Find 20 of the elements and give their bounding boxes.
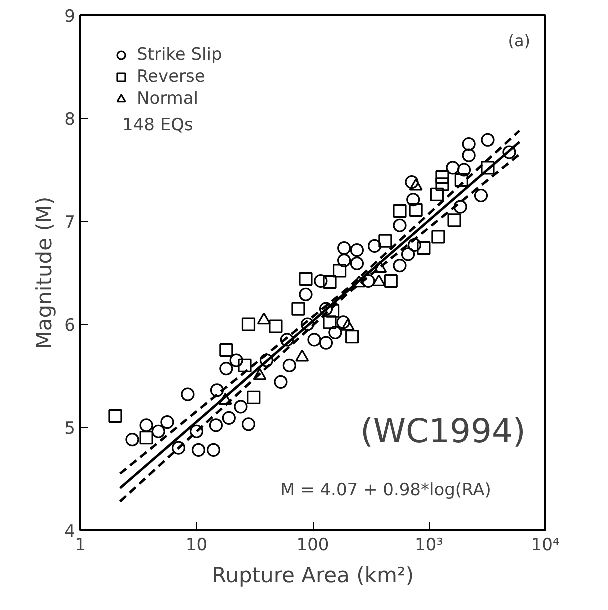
y-tick-label: 8: [64, 110, 76, 130]
legend-label: Strike Slip: [137, 45, 222, 65]
x-axis-title: Rupture Area (km²): [212, 564, 414, 588]
y-axis-title: Magnitude (M): [32, 196, 57, 350]
annotation: (a): [508, 32, 531, 50]
y-tick-label: 5: [64, 419, 76, 439]
annotation: 148 EQs: [122, 116, 194, 136]
y-tick-label: 7: [64, 213, 76, 233]
x-tick-label: 10: [186, 536, 208, 556]
y-tick-label: 6: [64, 316, 76, 336]
annotation: (WC1994): [360, 412, 526, 450]
y-tick-label: 9: [64, 7, 76, 27]
y-tick-label: 4: [64, 522, 76, 542]
x-tick-label: 10³: [415, 536, 444, 556]
x-tick-label: 10⁴: [531, 536, 560, 556]
legend-label: Normal: [137, 89, 199, 109]
annotation: M = 4.07 + 0.98*log(RA): [280, 480, 492, 500]
legend-label: Reverse: [137, 67, 206, 87]
x-tick-label: 1: [75, 536, 86, 556]
x-tick-label: 100: [296, 536, 330, 556]
